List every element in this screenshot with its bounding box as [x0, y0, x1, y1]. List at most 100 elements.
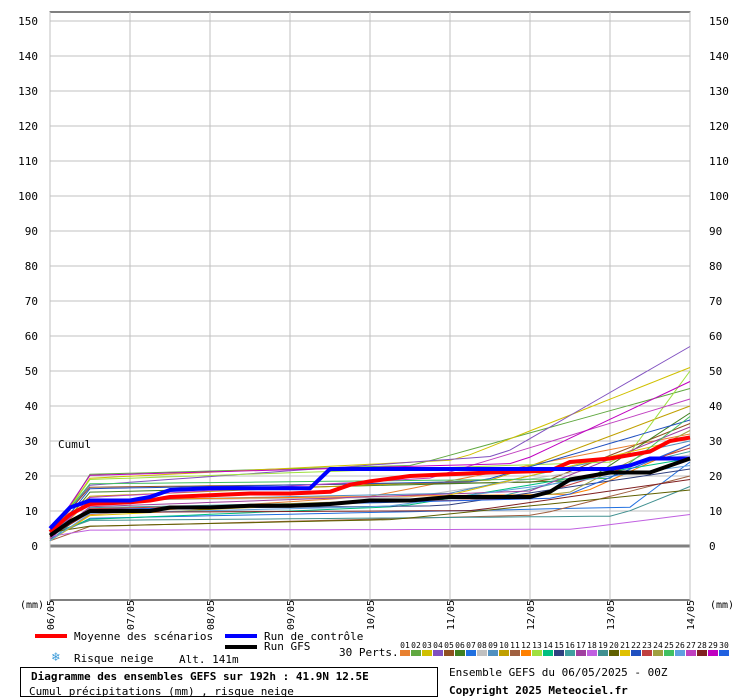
- y-tick-left: 110: [18, 155, 38, 168]
- pert-legend-number: 20: [609, 641, 619, 650]
- pert-legend-swatch: [521, 650, 531, 656]
- y-unit-right: (mm): [710, 600, 735, 611]
- pert-legend-number: 05: [444, 641, 454, 650]
- y-tick-left: 60: [25, 330, 38, 343]
- main-series: [48, 435, 691, 538]
- x-axis-ticks: 06/05 07/05 08/05 09/05 10/05 11/05 12/05 13/05…: [46, 600, 697, 630]
- pert-legend-swatch: [400, 650, 410, 656]
- chart-title-box: Diagramme des ensembles GEFS sur 192h : …: [20, 667, 438, 698]
- y-tick-right: 100: [709, 190, 729, 203]
- pert-legend-swatch: [455, 650, 465, 656]
- y-tick-right: 130: [709, 85, 729, 98]
- pert-legend-swatch: [433, 650, 443, 656]
- y-tick-left: 150: [18, 15, 38, 28]
- pert-legend-number: 06: [455, 641, 465, 650]
- perturbation-line-02: [49, 388, 691, 539]
- y-tick-left: 30: [25, 435, 38, 448]
- chart-subtitle: Cumul précipitations (mm) , risque neige: [29, 685, 294, 698]
- y-tick-right: 140: [709, 50, 729, 63]
- y-tick-right: 120: [709, 120, 729, 133]
- pert-legend-number: 10: [499, 641, 509, 650]
- pert-legend-number: 21: [620, 641, 630, 650]
- pert-legend-swatch: [675, 650, 685, 656]
- y-tick-left: 10: [25, 505, 38, 518]
- y-tick-right: 0: [709, 540, 716, 553]
- pert-legend-swatch: [631, 650, 641, 656]
- perturbation-line-20: [49, 489, 691, 533]
- legend-mean-label: Moyenne des scénarios: [74, 630, 214, 643]
- pert-legend-number: 26: [675, 641, 685, 650]
- y-tick-left: 50: [25, 365, 38, 378]
- pert-legend-swatch: [697, 650, 707, 656]
- pert-legend-number: 12: [521, 641, 531, 650]
- run-label: Ensemble GEFS du 06/05/2025 - 00Z: [449, 666, 668, 679]
- perturbation-line-19: [49, 486, 691, 535]
- y-tick-right: 50: [709, 365, 722, 378]
- pert-legend-swatch: [565, 650, 575, 656]
- y-tick-left: 80: [25, 260, 38, 273]
- perturbation-line-06: [49, 412, 691, 542]
- x-tick-label: 10/05: [366, 600, 377, 630]
- x-tick-label: 06/05: [46, 600, 57, 630]
- legend-control-swatch: [225, 634, 257, 638]
- pert-legend-swatch: [609, 650, 619, 656]
- pert-legend-swatch: [488, 650, 498, 656]
- x-tick-label: 13/05: [606, 600, 617, 630]
- pert-legend-swatch: [499, 650, 509, 656]
- pert-legend-number: 15: [554, 641, 564, 650]
- y-tick-left: 70: [25, 295, 38, 308]
- pert-legend-swatch: [532, 650, 542, 656]
- y-tick-right: 60: [709, 330, 722, 343]
- pert-legend-swatch: [466, 650, 476, 656]
- copyright: Copyright 2025 Meteociel.fr: [449, 684, 628, 697]
- y-tick-right: 30: [709, 435, 722, 448]
- pert-legend-swatch: [422, 650, 432, 656]
- y-tick-right: 40: [709, 400, 722, 413]
- pert-legend-swatch: [642, 650, 652, 656]
- y-tick-right: 150: [709, 15, 729, 28]
- pert-legend-swatch: [543, 650, 553, 656]
- pert-legend-swatch: [554, 650, 564, 656]
- pert-legend-swatch: [587, 650, 597, 656]
- x-tick-label: 12/05: [526, 600, 537, 630]
- y-tick-left: 0: [31, 540, 38, 553]
- series-line-control: [48, 456, 690, 530]
- perts-label: 30 Perts.: [339, 646, 399, 659]
- perturbation-line-28: [49, 479, 691, 537]
- pert-legend-number: 07: [466, 641, 476, 650]
- series-line-mean: [48, 435, 691, 534]
- pert-legend-number: 23: [642, 641, 652, 650]
- pert-legend-number: 14: [543, 641, 553, 650]
- pert-legend-swatch: [708, 650, 718, 656]
- pert-legend-number: 18: [587, 641, 597, 650]
- y-tick-right: 90: [709, 225, 722, 238]
- x-tick-label: 07/05: [126, 600, 137, 630]
- perturbation-line-22: [49, 419, 691, 539]
- legend-snow-label: Risque neige: [74, 652, 154, 665]
- pert-legend-number: 19: [598, 641, 608, 650]
- pert-legend-number: 29: [708, 641, 718, 650]
- legend-control-label: Run de contrôle: [264, 630, 364, 643]
- x-tick-label: 14/05: [686, 600, 697, 630]
- y-tick-left: 130: [18, 85, 38, 98]
- y-tick-left: 90: [25, 225, 38, 238]
- pert-legend-number: 03: [422, 641, 432, 650]
- y-tick-right: 110: [709, 155, 729, 168]
- pert-legend-swatch: [477, 650, 487, 656]
- y-tick-left: 40: [25, 400, 38, 413]
- pert-legend-number: 11: [510, 641, 520, 650]
- legend-gfs-label: Run GFS: [264, 640, 311, 653]
- y-tick-left: 120: [18, 120, 38, 133]
- pert-legend-number: 08: [477, 641, 487, 650]
- pert-legend-number: 27: [686, 641, 696, 650]
- altitude-label: Alt. 141m: [179, 653, 239, 666]
- legend-gfs-swatch: [225, 645, 257, 649]
- pert-legend-swatch: [598, 650, 608, 656]
- pert-legend-swatch: [620, 650, 630, 656]
- pert-legend-number: 16: [565, 641, 575, 650]
- y-tick-left: 140: [18, 50, 38, 63]
- pert-legend-number: 22: [631, 641, 641, 650]
- pert-legend-swatch: [411, 650, 421, 656]
- y-tick-right: 70: [709, 295, 722, 308]
